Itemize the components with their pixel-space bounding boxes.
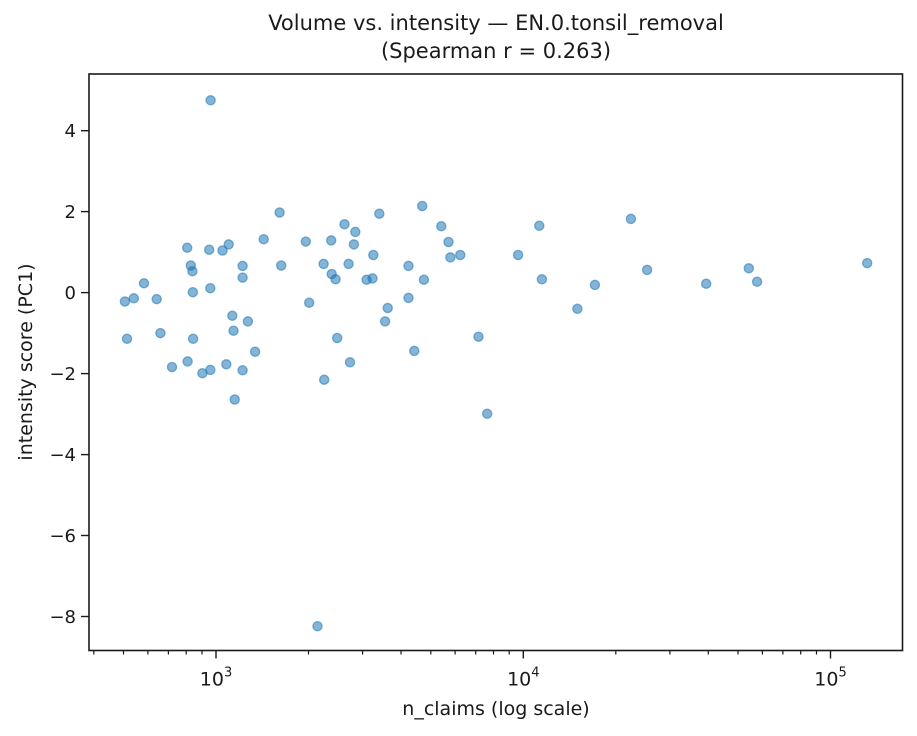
data-point — [275, 260, 287, 271]
chart-subtitle: (Spearman r = 0.263) — [380, 38, 612, 63]
data-point — [367, 273, 378, 284]
data-point — [205, 95, 216, 106]
data-point — [589, 279, 601, 291]
data-point — [187, 265, 198, 277]
y-tick-label: −4 — [49, 445, 76, 466]
data-point — [436, 220, 447, 232]
data-point — [382, 302, 393, 314]
data-point — [205, 364, 216, 376]
data-point — [242, 316, 254, 327]
data-point — [128, 293, 140, 304]
data-point — [343, 258, 354, 270]
data-point — [237, 365, 248, 376]
axes-spines — [88, 73, 904, 652]
data-point — [187, 333, 199, 345]
data-point — [418, 274, 430, 285]
y-axis-label: intensity score (PC1) — [15, 263, 37, 461]
data-point — [166, 361, 178, 373]
data-point — [303, 297, 315, 308]
data-point — [258, 233, 269, 245]
y-tick-label: 0 — [65, 283, 76, 304]
chart-title-block: Volume vs. intensity — EN.0.tonsil_remov… — [89, 10, 903, 65]
data-point — [228, 325, 239, 336]
data-point — [138, 278, 150, 289]
data-point — [512, 249, 524, 261]
data-point — [187, 286, 199, 298]
data-point — [119, 296, 131, 307]
data-point — [318, 258, 329, 270]
data-point — [318, 374, 330, 385]
data-point — [350, 226, 361, 238]
data-point — [374, 208, 385, 219]
data-point — [155, 327, 166, 339]
data-point — [237, 272, 248, 283]
data-point — [312, 620, 323, 632]
data-point — [121, 333, 133, 345]
y-tick-label: −2 — [49, 364, 76, 385]
data-point — [331, 332, 343, 344]
data-point — [368, 249, 379, 261]
y-tick-label: −8 — [49, 607, 76, 628]
data-point — [223, 239, 234, 250]
data-point — [274, 207, 285, 218]
data-point — [217, 245, 228, 256]
data-point — [300, 236, 312, 247]
data-point — [481, 408, 493, 419]
data-point — [536, 274, 548, 285]
y-tick-label: 4 — [65, 121, 76, 142]
chart-title: Volume vs. intensity — EN.0.tonsil_remov… — [268, 11, 724, 35]
data-point — [203, 244, 215, 255]
data-point — [751, 276, 763, 287]
x-tick-label: 104 — [507, 666, 539, 691]
data-point — [237, 260, 248, 272]
data-point — [416, 200, 428, 212]
data-point — [641, 264, 653, 276]
data-point — [455, 249, 466, 261]
data-point — [227, 310, 238, 321]
data-point — [625, 213, 637, 225]
data-point — [344, 357, 356, 368]
data-point — [861, 257, 873, 269]
data-point — [445, 252, 456, 263]
data-point — [325, 235, 337, 246]
x-tick-label: 103 — [200, 666, 232, 691]
data-point — [473, 331, 484, 342]
data-point — [205, 282, 216, 294]
data-point — [151, 293, 162, 305]
data-point — [572, 303, 583, 315]
data-point — [339, 218, 350, 230]
data-point — [330, 274, 341, 285]
data-point — [348, 239, 360, 250]
data-point — [534, 220, 545, 232]
data-point — [221, 359, 232, 370]
data-point — [379, 316, 391, 327]
y-tick-label: −6 — [49, 526, 76, 547]
x-axis-label: n_claims (log scale) — [402, 698, 590, 720]
data-point — [182, 356, 193, 367]
data-point — [743, 263, 755, 274]
data-point — [700, 278, 712, 289]
data-point — [403, 260, 414, 272]
data-point — [249, 346, 261, 357]
data-point — [403, 292, 414, 304]
data-point — [229, 394, 240, 405]
data-point — [181, 242, 193, 253]
data-point — [409, 345, 420, 357]
x-tick-label: 105 — [814, 666, 846, 691]
data-point — [443, 236, 454, 248]
y-tick-label: 2 — [65, 202, 76, 223]
